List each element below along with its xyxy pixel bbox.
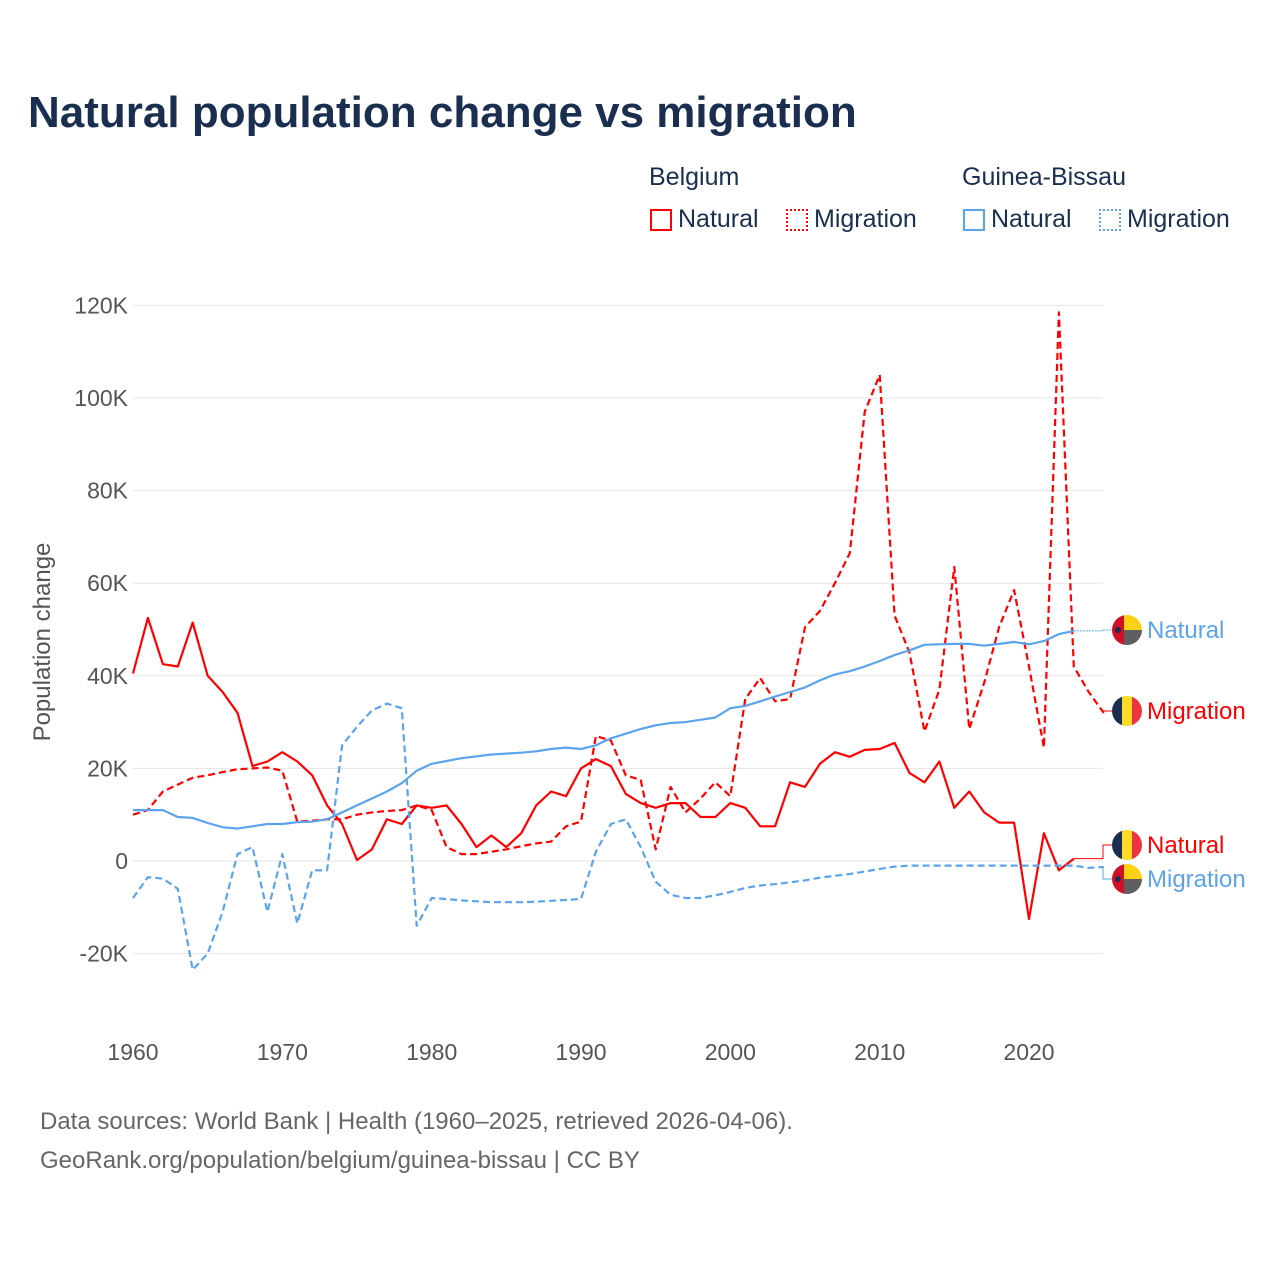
y-tick-label: -20K bbox=[79, 941, 128, 967]
y-tick-label: 20K bbox=[87, 755, 129, 781]
end-label: Natural bbox=[1147, 617, 1224, 644]
legend-group-belgium: Belgium bbox=[649, 163, 740, 191]
guinea-bissau-flag-icon bbox=[1112, 615, 1142, 645]
x-tick-label: 2000 bbox=[705, 1039, 756, 1065]
legend-label: Migration bbox=[1127, 205, 1230, 233]
legend-label: Natural bbox=[678, 205, 759, 233]
label-connector bbox=[1073, 844, 1112, 860]
y-axis-label: Population change bbox=[29, 543, 56, 742]
y-tick-label: 120K bbox=[74, 292, 128, 318]
y-tick-label: 100K bbox=[74, 385, 128, 411]
belgium-flag-icon bbox=[1112, 696, 1142, 726]
x-tick-label: 1990 bbox=[555, 1039, 606, 1065]
legend-guinea-bissau-migration[interactable]: Migration bbox=[1099, 205, 1230, 234]
series-guinea-bissau-natural[interactable] bbox=[133, 629, 1075, 830]
label-connector bbox=[1073, 629, 1112, 632]
legend-swatch-dotted bbox=[1099, 208, 1121, 231]
footer-source: Data sources: World Bank | Health (1960–… bbox=[40, 1108, 793, 1135]
x-tick-label: 1980 bbox=[406, 1039, 457, 1065]
legend-swatch-dotted bbox=[786, 208, 808, 231]
end-label: Migration bbox=[1147, 866, 1246, 893]
legend-belgium-migration[interactable]: Migration bbox=[786, 205, 917, 234]
legend-label: Migration bbox=[814, 205, 917, 233]
y-tick-label: 40K bbox=[87, 663, 129, 689]
legend-belgium-natural[interactable]: Natural bbox=[650, 205, 759, 234]
y-tick-label: 0 bbox=[115, 848, 128, 874]
legend-swatch-solid bbox=[963, 208, 985, 231]
chart-title: Natural population change vs migration bbox=[28, 88, 857, 137]
footer-link[interactable]: GeoRank.org/population/belgium/guinea-bi… bbox=[40, 1147, 640, 1174]
end-label: Natural bbox=[1147, 832, 1224, 859]
legend-swatch-solid bbox=[650, 208, 672, 231]
x-tick-label: 1970 bbox=[257, 1039, 308, 1065]
y-tick-label: 60K bbox=[87, 570, 129, 596]
series-guinea-bissau-migration[interactable] bbox=[132, 702, 1104, 971]
label-connector bbox=[1102, 710, 1112, 714]
legend-guinea-bissau-natural[interactable]: Natural bbox=[963, 205, 1072, 234]
label-connector bbox=[1102, 866, 1112, 880]
legend-label: Natural bbox=[991, 205, 1072, 233]
x-tick-label: 2010 bbox=[854, 1039, 905, 1065]
belgium-flag-icon bbox=[1112, 830, 1142, 860]
series-belgium-natural[interactable] bbox=[131, 616, 1075, 921]
x-tick-label: 1960 bbox=[107, 1039, 158, 1065]
end-label: Migration bbox=[1147, 698, 1246, 725]
x-tick-label: 2020 bbox=[1003, 1039, 1054, 1065]
guinea-bissau-flag-icon bbox=[1112, 864, 1142, 894]
legend-group-guinea-bissau: Guinea-Bissau bbox=[962, 163, 1126, 191]
y-tick-label: 80K bbox=[87, 478, 129, 504]
